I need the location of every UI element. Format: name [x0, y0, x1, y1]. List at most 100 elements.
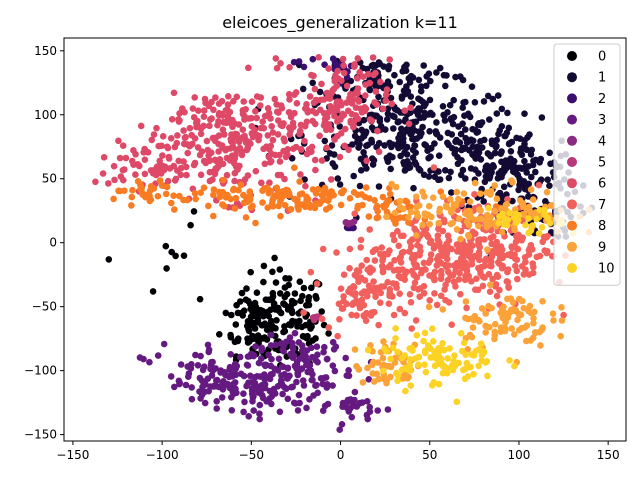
legend-label: 7 [598, 198, 606, 213]
data-point [435, 259, 442, 266]
data-point [299, 85, 307, 93]
data-point [491, 207, 499, 215]
data-point [482, 359, 489, 366]
data-point [218, 394, 226, 401]
data-point [276, 158, 284, 165]
data-point [345, 367, 352, 374]
data-point [257, 306, 264, 314]
data-point [224, 101, 232, 108]
data-point [219, 126, 227, 133]
data-point [154, 352, 162, 359]
data-point [252, 108, 259, 115]
data-point [422, 368, 430, 376]
data-point [477, 215, 485, 222]
data-point [216, 193, 224, 201]
data-point [281, 371, 288, 378]
data-point [324, 400, 332, 408]
data-point [295, 58, 303, 65]
y-tick-label: 0 [49, 236, 57, 250]
data-point [444, 355, 452, 362]
data-point [546, 182, 553, 189]
data-point [281, 137, 288, 145]
data-point [119, 142, 127, 149]
data-point [265, 312, 273, 320]
data-point [354, 75, 361, 82]
data-point [558, 304, 565, 311]
data-point [246, 196, 254, 204]
data-point [462, 298, 470, 305]
data-point [287, 206, 295, 213]
data-point [164, 177, 172, 185]
data-point [506, 357, 513, 364]
data-point [289, 317, 296, 325]
data-point [286, 192, 293, 199]
data-point [342, 219, 350, 226]
data-point [291, 195, 298, 203]
data-point [201, 399, 209, 407]
data-point [239, 107, 247, 114]
data-point [363, 157, 371, 165]
data-point [543, 249, 551, 257]
data-point [219, 201, 226, 208]
data-point [406, 291, 414, 298]
data-point [320, 348, 327, 356]
data-point [259, 118, 267, 125]
data-point [346, 195, 354, 202]
data-point [309, 55, 317, 63]
data-point [504, 196, 511, 203]
data-point [202, 381, 209, 388]
data-point [510, 214, 518, 221]
data-point [358, 296, 366, 304]
data-point [110, 195, 117, 203]
legend-marker [567, 93, 577, 104]
data-point [350, 189, 358, 196]
data-point [478, 351, 486, 359]
data-point [370, 157, 378, 164]
data-point [391, 257, 398, 264]
data-point [463, 304, 470, 312]
data-point [341, 142, 348, 150]
data-point [289, 383, 297, 391]
data-point [213, 398, 220, 405]
data-point [315, 54, 323, 61]
data-point [474, 153, 482, 161]
data-point [205, 387, 212, 395]
data-point [290, 399, 298, 407]
data-point [251, 299, 259, 307]
data-point [439, 306, 447, 313]
data-point [212, 134, 219, 142]
data-point [174, 132, 181, 139]
data-point [515, 295, 523, 303]
data-point [530, 319, 537, 327]
data-point [488, 240, 495, 248]
data-point [180, 196, 187, 204]
data-point [360, 116, 368, 124]
legend-marker [567, 72, 577, 83]
data-point [288, 297, 296, 305]
data-point [212, 365, 219, 372]
data-point [295, 339, 303, 346]
data-point [240, 390, 247, 398]
data-point [358, 262, 366, 270]
data-point [439, 340, 446, 347]
data-point [325, 121, 333, 128]
data-point [379, 193, 387, 201]
data-point [484, 372, 491, 380]
data-point [226, 363, 234, 371]
data-point [457, 255, 465, 262]
data-point [260, 145, 267, 153]
data-point [465, 233, 473, 240]
data-point [312, 200, 320, 207]
data-point [268, 150, 275, 157]
data-point [380, 367, 387, 375]
data-point [115, 137, 122, 145]
data-point [214, 121, 221, 129]
data-point [277, 171, 285, 179]
data-point [349, 403, 356, 410]
data-point [364, 71, 372, 78]
data-point [197, 130, 205, 138]
data-point [282, 275, 289, 282]
x-tick-label: 50 [422, 448, 437, 462]
data-point [336, 426, 344, 434]
data-point [502, 201, 510, 209]
